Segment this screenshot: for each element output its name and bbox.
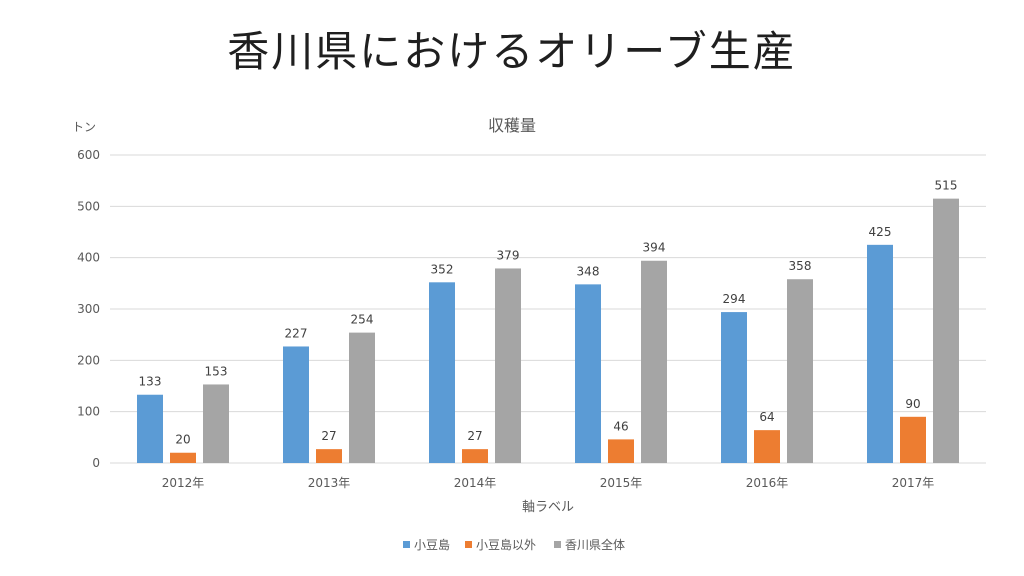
- y-tick-label: 600: [77, 148, 100, 162]
- data-label: 20: [175, 433, 190, 447]
- bar: [754, 430, 780, 463]
- bar: [608, 439, 634, 463]
- x-tick-label: 2012年: [162, 476, 205, 490]
- bar: [349, 332, 375, 463]
- y-axis-ticks: 0 100 200 300 400 500 600: [77, 148, 100, 470]
- legend: 小豆島 小豆島以外 香川県全体: [403, 537, 625, 552]
- data-label: 64: [759, 410, 774, 424]
- data-label: 294: [723, 292, 746, 306]
- data-label: 133: [139, 375, 162, 389]
- data-label: 27: [467, 429, 482, 443]
- data-label: 348: [577, 264, 600, 278]
- bar: [933, 198, 959, 463]
- x-tick-label: 2016年: [746, 476, 789, 490]
- bars: [137, 198, 959, 463]
- bar: [137, 394, 163, 463]
- slide-title: 香川県におけるオリーブ生産: [227, 27, 797, 76]
- data-label: 515: [935, 179, 958, 193]
- bar: [429, 282, 455, 463]
- data-label: 254: [351, 313, 374, 327]
- data-label: 90: [905, 397, 920, 411]
- chart-title: 収穫量: [488, 116, 536, 135]
- data-label: 227: [285, 326, 308, 340]
- bar: [787, 279, 813, 463]
- bar: [495, 268, 521, 463]
- x-tick-label: 2015年: [600, 476, 643, 490]
- data-label: 394: [643, 241, 666, 255]
- y-axis-unit-label: トン: [72, 120, 96, 134]
- legend-label: 小豆島: [414, 537, 450, 552]
- gridlines: [110, 154, 986, 464]
- data-labels: 133 20 153 227 27 254 352 27 379 348 46 394 294 64 358…: [139, 179, 958, 447]
- x-axis-ticks: 2012年 2013年 2014年 2015年 2016年 2017年: [162, 476, 935, 490]
- y-tick-label: 300: [77, 302, 100, 316]
- bar: [721, 312, 747, 463]
- legend-label: 香川県全体: [565, 537, 625, 552]
- y-tick-label: 500: [77, 199, 100, 213]
- legend-swatch: [554, 541, 561, 548]
- data-label: 379: [497, 248, 520, 262]
- y-tick-label: 0: [92, 456, 100, 470]
- data-label: 352: [431, 262, 454, 276]
- legend-label: 小豆島以外: [476, 537, 536, 552]
- data-label: 358: [789, 259, 812, 273]
- data-label: 27: [321, 429, 336, 443]
- bar: [316, 449, 342, 463]
- bar: [575, 284, 601, 463]
- x-axis-title: 軸ラベル: [522, 500, 574, 515]
- bar: [170, 452, 196, 463]
- y-tick-label: 200: [77, 353, 100, 367]
- bar: [283, 346, 309, 463]
- y-tick-label: 400: [77, 251, 100, 265]
- data-label: 46: [613, 419, 628, 433]
- x-tick-label: 2017年: [892, 476, 935, 490]
- bar: [900, 416, 926, 463]
- bar: [462, 449, 488, 463]
- x-tick-label: 2013年: [308, 476, 351, 490]
- data-label: 153: [205, 364, 228, 378]
- bar: [641, 260, 667, 463]
- bar: [203, 384, 229, 463]
- bar: [867, 244, 893, 463]
- data-label: 425: [869, 225, 892, 239]
- x-tick-label: 2014年: [454, 476, 497, 490]
- legend-swatch: [465, 541, 472, 548]
- legend-swatch: [403, 541, 410, 548]
- y-tick-label: 100: [77, 405, 100, 419]
